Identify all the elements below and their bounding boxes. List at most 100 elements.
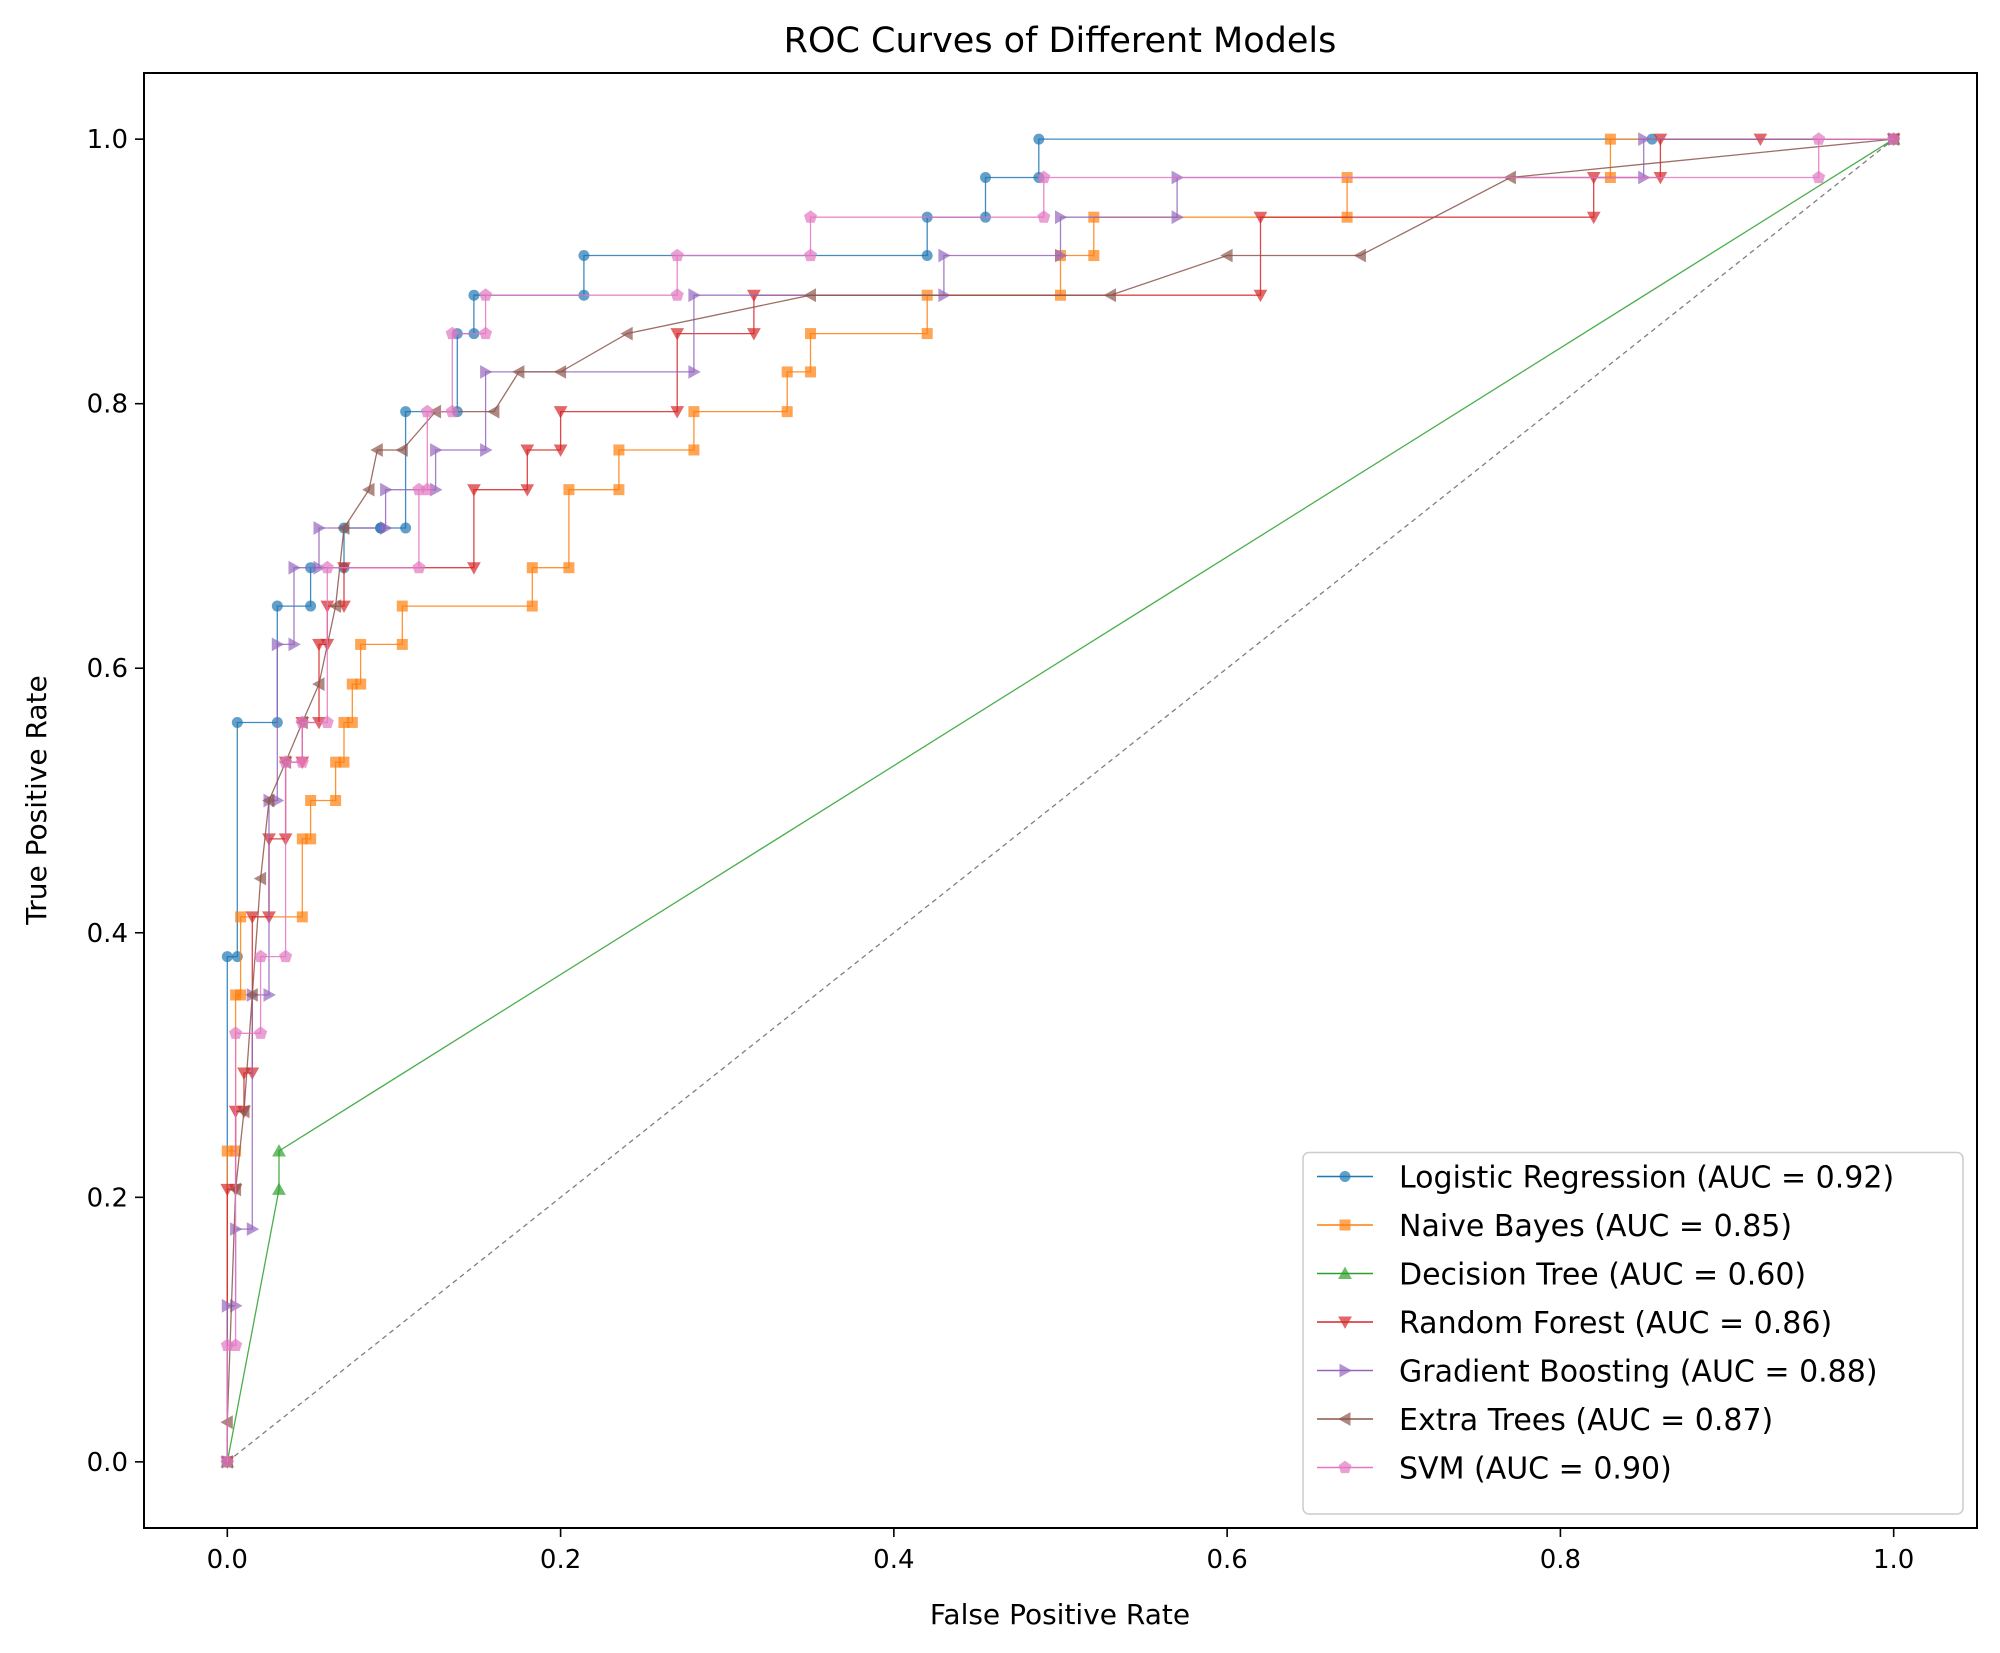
data-point [1812,170,1826,184]
data-point [221,1145,233,1157]
data-point [245,988,258,1002]
x-tick-label: 0.0 [207,1545,248,1575]
data-point [237,1104,250,1119]
data-point [279,755,293,768]
data-point [396,638,408,650]
legend-item: SVM (AUC = 0.90) [1317,1452,1672,1487]
data-point [688,365,701,379]
legend-item: Random Forest (AUC = 0.86) [1317,1306,1832,1341]
data-point [230,1222,243,1236]
legend-marker [1338,1316,1352,1329]
data-point [1103,288,1116,303]
legend-marker [1339,1363,1352,1378]
legend-label: Gradient Boosting (AUC = 0.88) [1399,1355,1878,1390]
legend-item: Naive Bayes (AUC = 0.85) [1317,1209,1792,1244]
data-point [781,366,793,378]
legend: Logistic Regression (AUC = 0.92) Naive Ba… [1302,1151,1964,1515]
data-point [747,328,761,341]
data-point [980,171,992,183]
data-point [1220,248,1233,263]
data-point [805,328,817,340]
legend-marker [1338,1412,1351,1426]
data-point [305,600,317,612]
y-tick-label: 0.2 [87,1183,128,1213]
data-point [1033,133,1045,145]
legend-label: Naive Bayes (AUC = 0.85) [1399,1209,1792,1244]
data-point [688,444,700,456]
data-point [279,949,293,963]
data-point [271,637,285,652]
data-point [1037,210,1051,223]
data-point [803,288,816,303]
data-point [613,444,625,456]
chance-line [226,138,1895,1463]
data-point [320,715,334,728]
data-point [1055,210,1068,225]
x-tick-label: 0.8 [1540,1545,1581,1575]
data-point [480,365,493,379]
data-point [254,949,268,963]
data-point [271,793,285,808]
data-point [263,988,276,1002]
data-point [1171,210,1184,225]
data-point [480,443,493,457]
data-point [468,289,480,301]
data-point [479,288,493,301]
y-tick-label: 0.0 [87,1448,128,1478]
legend-item: Gradient Boosting (AUC = 0.88) [1317,1355,1878,1390]
data-point [670,288,684,301]
data-point [553,406,568,419]
data-point [229,1026,243,1039]
data-point [1586,172,1601,185]
data-point [338,716,350,728]
x-axis-label: False Positive Rate [930,1598,1190,1631]
data-point [320,560,334,574]
data-point [229,1338,243,1351]
data-point [805,366,817,378]
data-point [271,600,283,612]
data-point [921,250,933,262]
data-point [288,560,301,575]
data-point [445,404,459,418]
data-point [479,326,493,340]
legend-label: SVM (AUC = 0.90) [1399,1452,1672,1487]
data-point [1088,250,1100,262]
data-point [313,521,326,535]
data-point [355,678,367,690]
data-point [262,793,275,808]
data-point [396,600,408,612]
data-point [553,444,568,457]
data-point [1887,132,1901,145]
legend-marker [1339,1171,1351,1182]
data-point [330,756,342,768]
data-point [230,1298,243,1313]
legend-item: Logistic Regression (AUC = 0.92) [1317,1161,1894,1196]
legend-label: Logistic Regression (AUC = 0.92) [1399,1161,1894,1196]
data-point [1604,133,1616,145]
series-6 [220,132,1901,1468]
data-point [1653,172,1668,185]
data-point [553,365,567,379]
series-line [226,138,1895,1463]
series-line [226,138,1894,1462]
data-point [613,484,625,496]
legend-marker [1338,1266,1352,1279]
data-point [921,328,933,340]
data-point [305,795,317,806]
data-point [1055,248,1068,263]
data-point [346,678,358,690]
data-point [526,562,538,574]
y-tick-label: 0.8 [87,390,128,420]
data-point [296,833,308,845]
data-point [235,911,247,923]
legend-label: Extra Trees (AUC = 0.87) [1399,1403,1773,1438]
data-point [288,637,301,652]
data-point [370,443,383,457]
x-tick-label: 1.0 [1873,1545,1914,1575]
data-point [253,871,267,886]
y-axis-label: True Positive Rate [20,675,53,925]
data-point [620,326,633,341]
data-point [330,795,342,806]
x-tick-label: 0.2 [540,1545,581,1575]
data-point [380,482,393,497]
